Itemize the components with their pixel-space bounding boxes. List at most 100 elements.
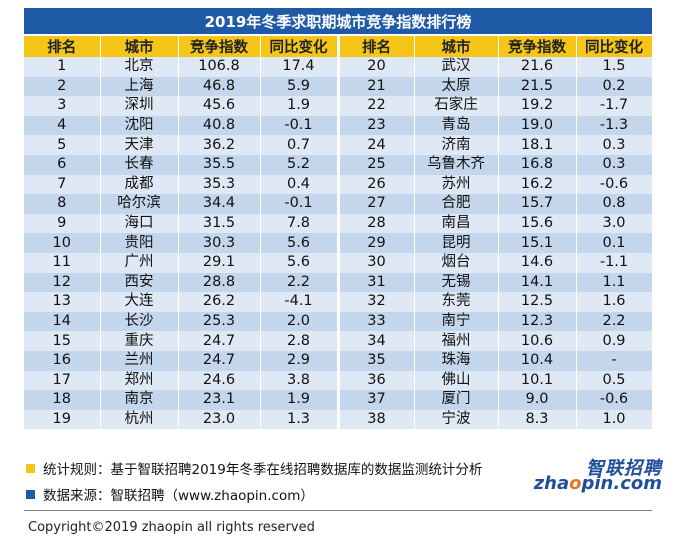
cell-rank-left: 10 [24, 233, 101, 253]
table-row: 9 海口 31.5 7.8 28 南昌 15.6 3.0 [24, 213, 653, 234]
cell-city-right: 昆明 [414, 233, 499, 253]
cell-city-left: 西安 [100, 272, 179, 293]
cell-index-right: 14.6 [498, 252, 577, 273]
cell-change-right: 0.3 [576, 135, 653, 155]
source-note: 数据来源：智联招聘（www.zhaopin.com） [26, 484, 314, 504]
cell-change-left: 5.6 [260, 252, 340, 273]
cell-rank-left: 5 [24, 135, 101, 155]
cell-city-left: 大连 [100, 292, 179, 312]
table-row: 12 西安 28.8 2.2 31 无锡 14.1 1.1 [24, 272, 653, 293]
rule-note: 统计规则：基于智联招聘2019年冬季在线招聘数据库的数据监测统计分析 [26, 458, 482, 478]
header-row: 排名 城市 竞争指数 同比变化 排名 城市 竞争指数 同比变化 [24, 36, 653, 57]
cell-change-left: 2.2 [260, 272, 340, 293]
cell-index-right: 16.2 [498, 174, 577, 195]
col-header-rank-left: 排名 [24, 36, 101, 57]
cell-city-left: 兰州 [100, 350, 179, 371]
cell-index-right: 15.6 [498, 213, 577, 234]
cell-change-left: -0.1 [260, 194, 340, 214]
cell-change-left: 2.0 [260, 311, 340, 332]
cell-index-left: 45.6 [178, 96, 261, 116]
cell-change-left: 1.9 [260, 390, 340, 410]
col-header-index-right: 竞争指数 [498, 36, 577, 57]
table-row: 8 哈尔滨 34.4 -0.1 27 合肥 15.7 0.8 [24, 194, 653, 214]
cell-rank-left: 8 [24, 194, 101, 214]
cell-rank-right: 27 [338, 194, 415, 214]
cell-index-left: 24.7 [178, 350, 261, 371]
cell-index-left: 30.3 [178, 233, 261, 253]
cell-city-right: 南宁 [414, 311, 499, 332]
cell-change-left: 5.6 [260, 233, 340, 253]
cell-change-right: 0.9 [576, 331, 653, 351]
cell-change-left: -4.1 [260, 292, 340, 312]
cell-index-left: 24.6 [178, 370, 261, 391]
cell-index-right: 21.5 [498, 76, 577, 97]
cell-index-left: 35.5 [178, 154, 261, 175]
cell-change-right: 3.0 [576, 213, 653, 234]
col-header-city-right: 城市 [414, 36, 499, 57]
cell-city-left: 天津 [100, 135, 179, 155]
cell-index-left: 35.3 [178, 174, 261, 195]
cell-index-left: 28.8 [178, 272, 261, 293]
cell-rank-right: 29 [338, 233, 415, 253]
cell-rank-right: 38 [338, 409, 415, 430]
cell-rank-right: 31 [338, 272, 415, 293]
cell-rank-right: 25 [338, 154, 415, 175]
col-header-change-right: 同比变化 [576, 36, 653, 57]
table-row: 7 成都 35.3 0.4 26 苏州 16.2 -0.6 [24, 174, 653, 195]
cell-index-right: 10.6 [498, 331, 577, 351]
table-row: 15 重庆 24.7 2.8 34 福州 10.6 0.9 [24, 331, 653, 351]
cell-index-right: 12.5 [498, 292, 577, 312]
cell-city-left: 哈尔滨 [100, 194, 179, 214]
cell-change-left: 7.8 [260, 213, 340, 234]
cell-city-right: 福州 [414, 331, 499, 351]
cell-change-left: 3.8 [260, 370, 340, 391]
cell-change-right: -0.6 [576, 390, 653, 410]
cell-city-left: 广州 [100, 252, 179, 273]
cell-rank-left: 11 [24, 252, 101, 273]
cell-city-right: 济南 [414, 135, 499, 155]
cell-city-right: 宁波 [414, 409, 499, 430]
cell-rank-left: 2 [24, 76, 101, 97]
cell-index-left: 36.2 [178, 135, 261, 155]
cell-rank-right: 35 [338, 350, 415, 371]
cell-index-left: 46.8 [178, 76, 261, 97]
cell-city-right: 苏州 [414, 174, 499, 195]
cell-rank-right: 28 [338, 213, 415, 234]
cell-index-right: 12.3 [498, 311, 577, 332]
cell-change-left: 0.7 [260, 135, 340, 155]
cell-change-right: -1.1 [576, 252, 653, 273]
cell-change-right: -1.3 [576, 115, 653, 136]
table-row: 14 长沙 25.3 2.0 33 南宁 12.3 2.2 [24, 311, 653, 332]
cell-rank-left: 17 [24, 370, 101, 391]
blue-square-icon [26, 489, 35, 499]
table-row: 10 贵阳 30.3 5.6 29 昆明 15.1 0.1 [24, 233, 653, 253]
table-row: 6 长春 35.5 5.2 25 乌鲁木齐 16.8 0.3 [24, 154, 653, 175]
cell-rank-right: 24 [338, 135, 415, 155]
cell-index-left: 106.8 [178, 57, 261, 77]
cell-index-left: 31.5 [178, 213, 261, 234]
table-row: 1 北京 106.8 17.4 20 武汉 21.6 1.5 [24, 57, 653, 77]
cell-rank-left: 12 [24, 272, 101, 293]
cell-rank-right: 23 [338, 115, 415, 136]
cell-index-right: 15.7 [498, 194, 577, 214]
cell-index-left: 24.7 [178, 331, 261, 351]
cell-change-left: 5.9 [260, 76, 340, 97]
cell-rank-right: 20 [338, 57, 415, 77]
cell-city-left: 海口 [100, 213, 179, 234]
cell-city-right: 佛山 [414, 370, 499, 391]
yellow-square-icon [26, 463, 35, 473]
cell-rank-right: 34 [338, 331, 415, 351]
logo-en-post: pin.com [581, 473, 663, 494]
cell-change-right: 2.2 [576, 311, 653, 332]
cell-rank-left: 7 [24, 174, 101, 195]
cell-city-right: 南昌 [414, 213, 499, 234]
cell-city-left: 沈阳 [100, 115, 179, 136]
cell-city-left: 长沙 [100, 311, 179, 332]
cell-rank-right: 37 [338, 390, 415, 410]
col-header-rank-right: 排名 [338, 36, 415, 57]
source-note-text: 数据来源：智联招聘（www.zhaopin.com） [43, 488, 314, 504]
table-row: 11 广州 29.1 5.6 30 烟台 14.6 -1.1 [24, 252, 653, 273]
cell-change-right: 1.6 [576, 292, 653, 312]
table-row: 5 天津 36.2 0.7 24 济南 18.1 0.3 [24, 135, 653, 155]
cell-change-left: 1.9 [260, 96, 340, 116]
